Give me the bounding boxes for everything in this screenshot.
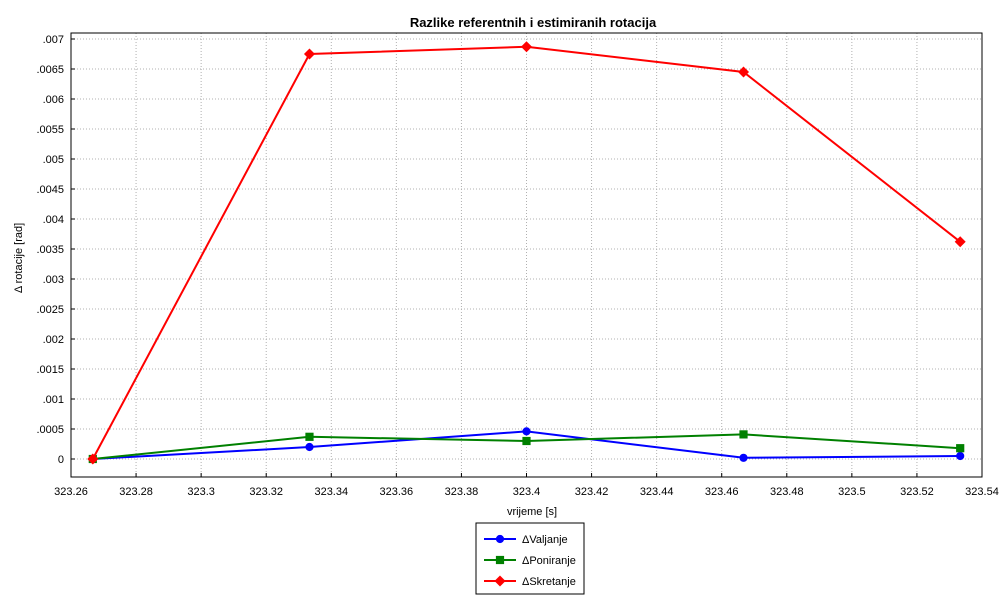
series-layer	[87, 41, 966, 465]
data-point	[956, 451, 965, 461]
y-tick-label: .005	[43, 154, 64, 166]
y-tick-label: .0065	[36, 64, 64, 76]
x-tick-label: 323.34	[314, 486, 348, 498]
data-point	[522, 436, 531, 446]
data-point	[956, 444, 965, 453]
legend-entry: ΔValjanje	[484, 534, 568, 546]
y-tick-label: .002	[43, 334, 64, 346]
x-tick-label: 323.36	[380, 486, 414, 498]
y-tick-label: .0025	[36, 304, 64, 316]
x-tick-label: 323.3	[187, 486, 215, 498]
legend-marker	[495, 534, 505, 544]
x-tick-label: 323.26	[54, 486, 88, 498]
data-point	[520, 41, 533, 53]
x-tick-label: 323.32	[249, 486, 283, 498]
x-tick-label: 323.44	[640, 486, 674, 498]
y-tick-label: .003	[43, 274, 64, 286]
y-tick-label: .004	[43, 214, 64, 226]
legend-label: ΔSkretanje	[522, 576, 576, 588]
x-axis-label: vrijeme [s]	[507, 506, 557, 518]
grid	[70, 33, 983, 477]
legend: ΔValjanje ΔPoniranje ΔSkretanje	[475, 522, 585, 595]
y-tick-label: 0	[58, 454, 64, 466]
x-tick-label: 323.42	[575, 486, 609, 498]
x-tick-label: 323.46	[705, 486, 739, 498]
data-point	[522, 427, 531, 436]
data-point	[954, 236, 966, 248]
x-axis: 323.26 323.28 323.3 323.32 323.34 323.36 323.3…	[54, 473, 999, 498]
y-tick-label: .0045	[36, 184, 64, 196]
data-point	[303, 48, 315, 60]
x-tick-label: 323.28	[119, 486, 153, 498]
legend-label: ΔPoniranje	[522, 555, 576, 567]
y-tick-label: .001	[43, 394, 64, 406]
x-tick-label: 323.5	[838, 486, 866, 498]
y-axis: 0 .0005 .001 .0015 .002 .0025 .003 .0035 .004 .00…	[36, 34, 75, 466]
x-tick-label: 323.52	[900, 486, 934, 498]
legend-box	[475, 522, 585, 595]
legend-marker	[494, 575, 506, 587]
x-tick-label: 323.38	[445, 486, 479, 498]
series-3	[87, 41, 966, 465]
y-axis-label: Δ rotacije [rad]	[13, 223, 25, 293]
data-point	[87, 453, 99, 465]
legend-label: ΔValjanje	[522, 534, 568, 546]
x-tick-label: 323.48	[770, 486, 804, 498]
y-tick-label: .0015	[36, 364, 64, 376]
data-point	[738, 66, 750, 78]
y-tick-label: .0005	[36, 424, 64, 436]
y-tick-label: .0035	[36, 244, 64, 256]
legend-marker	[495, 555, 505, 565]
legend-entry: ΔPoniranje	[484, 555, 576, 567]
y-tick-label: .007	[43, 34, 64, 46]
y-tick-label: .006	[43, 94, 64, 106]
chart-title: Razlike referentnih i estimiranih rotaci…	[410, 15, 657, 30]
data-point	[739, 453, 748, 462]
x-tick-label: 323.4	[513, 486, 541, 498]
data-point	[305, 432, 314, 441]
x-tick-label: 323.54	[965, 486, 999, 498]
data-point	[739, 430, 748, 439]
y-tick-label: .0055	[36, 124, 64, 136]
data-point	[305, 442, 314, 452]
legend-entry: ΔSkretanje	[484, 575, 576, 588]
